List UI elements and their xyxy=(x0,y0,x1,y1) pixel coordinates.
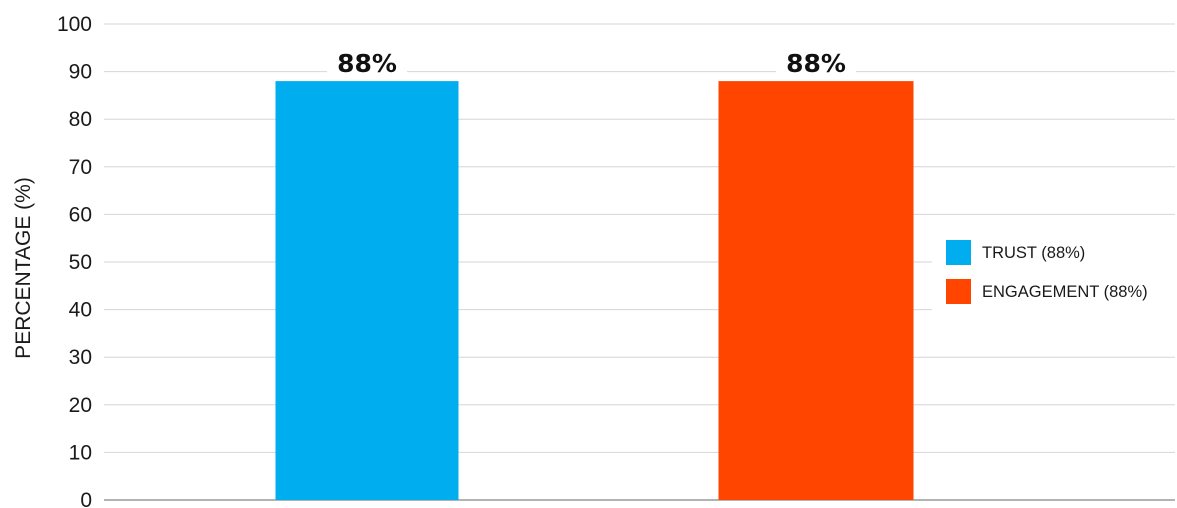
legend-background xyxy=(932,228,1177,314)
bar-engagement xyxy=(718,81,914,501)
data-label-background xyxy=(776,45,856,76)
y-tick-label: 70 xyxy=(69,156,92,179)
y-tick-label: 80 xyxy=(69,108,92,131)
legend-swatch xyxy=(946,240,971,265)
y-tick-label: 10 xyxy=(69,441,92,464)
data-label-engagement: 88% xyxy=(786,49,846,78)
y-tick-label: 20 xyxy=(69,394,92,417)
data-label-background xyxy=(327,45,407,76)
y-tick-label: 90 xyxy=(69,61,92,84)
y-tick-label: 100 xyxy=(57,13,92,36)
y-tick-label: 30 xyxy=(69,346,92,369)
y-tick-label: 50 xyxy=(69,251,92,274)
y-tick-label: 40 xyxy=(69,299,92,322)
data-label-trust: 88% xyxy=(337,49,397,78)
y-axis-ticks: 0 10 20 30 40 50 60 70 80 90 100 xyxy=(57,13,92,508)
y-tick-label: 0 xyxy=(80,489,92,508)
y-axis-label: PERCENTAGE (%) xyxy=(12,177,35,359)
legend-label: ENGAGEMENT (88%) xyxy=(982,283,1148,301)
legend: TRUST (88%) ENGAGEMENT (88%) xyxy=(932,228,1177,314)
legend-label: TRUST (88%) xyxy=(982,244,1085,262)
legend-swatch xyxy=(946,279,971,304)
bar-trust xyxy=(275,81,459,501)
bars: 88% 88% xyxy=(275,45,914,501)
y-tick-label: 60 xyxy=(69,203,92,226)
